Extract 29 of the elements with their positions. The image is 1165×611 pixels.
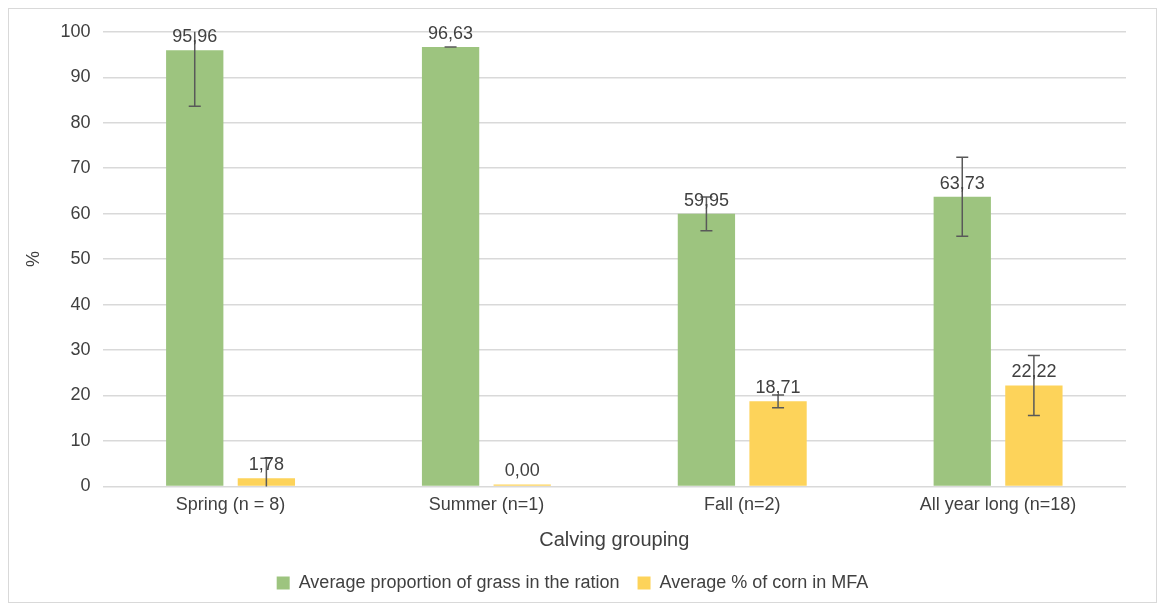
data-label: 0,00 — [504, 460, 540, 481]
x-axis-title: Calving grouping — [539, 527, 690, 550]
x-tick-label: Summer (n=1) — [428, 494, 545, 515]
y-tick-label: 70 — [70, 157, 91, 178]
y-tick-label: 20 — [70, 384, 91, 405]
bar — [1005, 385, 1063, 486]
y-tick-label: 30 — [70, 338, 91, 359]
y-tick-label: 50 — [70, 248, 91, 269]
y-tick-label: 60 — [70, 202, 91, 223]
y-tick-label: 10 — [70, 429, 91, 450]
data-label: 18,71 — [755, 377, 801, 398]
x-tick-label: All year long (n=18) — [919, 494, 1077, 515]
y-tick-label: 80 — [70, 111, 91, 132]
legend-label: Average proportion of grass in the ration — [298, 571, 620, 592]
bar — [933, 196, 991, 486]
y-tick-label: 100 — [60, 20, 91, 41]
bar — [421, 47, 480, 486]
x-tick-label: Spring (n = 8) — [175, 494, 286, 515]
data-label: 96,63 — [428, 23, 474, 44]
bar — [166, 50, 224, 486]
y-tick-label: 0 — [80, 475, 91, 496]
y-axis-title: % — [22, 251, 43, 268]
bar — [677, 213, 736, 486]
legend-label: Average % of corn in MFA — [659, 571, 869, 592]
bar — [237, 478, 296, 486]
bar — [749, 401, 807, 486]
y-tick-label: 90 — [70, 66, 91, 87]
x-tick-label: Fall (n=2) — [703, 494, 781, 515]
y-tick-label: 40 — [70, 293, 91, 314]
